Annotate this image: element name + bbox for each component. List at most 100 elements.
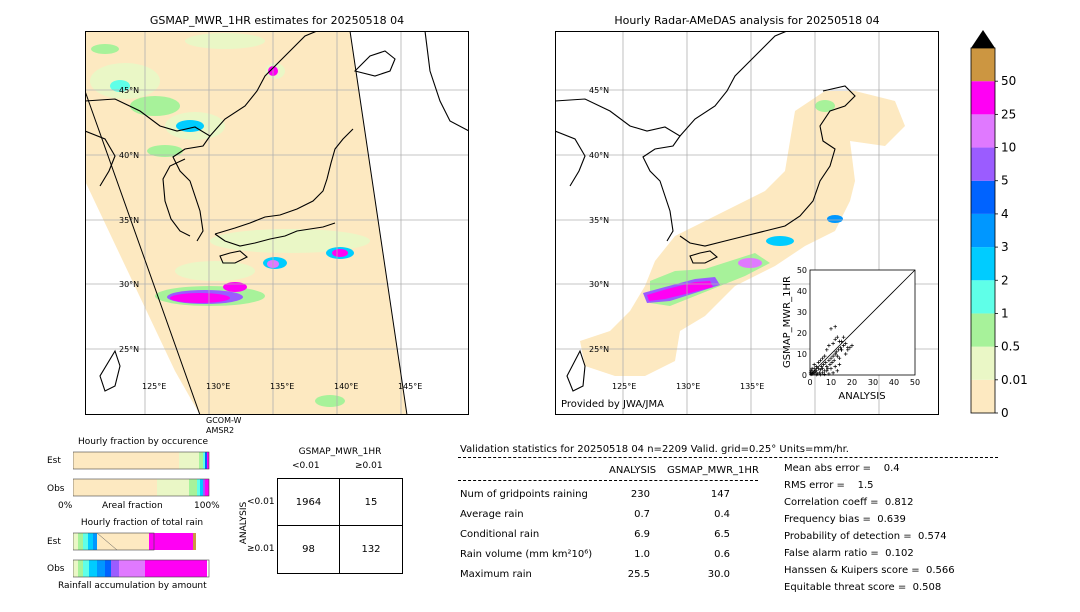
colorbar-tick-label: 5 bbox=[1001, 174, 1009, 188]
contingency-grid: 1964 15 98 132 bbox=[277, 478, 403, 574]
stat-label-2: Conditional rain bbox=[460, 529, 540, 540]
scatter-point bbox=[831, 354, 835, 358]
contingency-row-ge: ≥0.01 bbox=[247, 544, 275, 554]
stat-gsmap-3: 0.6 bbox=[714, 549, 730, 560]
scatter-point bbox=[831, 341, 835, 346]
occurrence-obs-label: Obs bbox=[47, 484, 65, 494]
colorbar-tick-label: 10 bbox=[1001, 141, 1016, 155]
occurrence-est-bar bbox=[73, 451, 210, 470]
colorbar-cell bbox=[971, 280, 995, 314]
scatter-point bbox=[822, 372, 827, 377]
stat-analysis-4: 25.5 bbox=[627, 569, 650, 580]
scatter-point bbox=[835, 354, 840, 358]
right-lat-25: 25°N bbox=[589, 345, 609, 354]
score-5: False alarm ratio = 0.102 bbox=[784, 548, 914, 559]
scatter-point bbox=[821, 362, 826, 367]
scatter-xtick-10: 10 bbox=[826, 378, 836, 387]
scatter-point bbox=[837, 356, 842, 360]
scatter-point bbox=[835, 335, 840, 339]
total-rain-title: Hourly fraction of total rain bbox=[80, 518, 204, 528]
score-4: Probability of detection = 0.574 bbox=[784, 531, 947, 542]
stat-analysis-2: 6.9 bbox=[634, 529, 650, 540]
occurrence-bars bbox=[73, 451, 210, 497]
validation-header-rule bbox=[458, 457, 998, 458]
occurrence-axis-right: 100% bbox=[194, 501, 220, 511]
scatter-ytick-50: 50 bbox=[797, 266, 807, 275]
total-rain-est-bar bbox=[73, 532, 209, 551]
scatter-point bbox=[825, 369, 829, 373]
right-lat-30: 30°N bbox=[589, 280, 609, 289]
scatter-point bbox=[818, 372, 823, 377]
scatter-point bbox=[843, 341, 848, 346]
colorbar-cell bbox=[971, 379, 995, 413]
scatter-point bbox=[820, 371, 825, 375]
total-rain-est-label: Est bbox=[47, 537, 61, 547]
validation-col-analysis: ANALYSIS bbox=[609, 465, 657, 476]
scatter-ytick-10: 10 bbox=[797, 350, 807, 359]
right-coastline bbox=[555, 31, 856, 392]
colorbar-tick-label: 1 bbox=[1001, 306, 1009, 320]
stat-analysis-0: 230 bbox=[630, 489, 650, 500]
colorbar-cell bbox=[971, 147, 995, 181]
scatter-point bbox=[843, 352, 848, 356]
scatter-point bbox=[850, 343, 854, 348]
scatter-point bbox=[830, 360, 834, 365]
scatter-xtick-0: 0 bbox=[807, 378, 812, 387]
left-lon-140: 140°E bbox=[334, 382, 358, 391]
scatter-point bbox=[822, 354, 827, 358]
scatter-point bbox=[809, 369, 813, 373]
scatter-point bbox=[818, 367, 823, 372]
left-lat-40: 40°N bbox=[119, 151, 139, 160]
contingency-cell-2: 15 bbox=[364, 497, 378, 508]
scatter-point bbox=[831, 371, 835, 375]
validation-col-gsmap: GSMAP_MWR_1HR bbox=[667, 465, 759, 476]
scatter-point bbox=[833, 364, 837, 369]
right-coverage bbox=[580, 91, 905, 376]
left-gridlines bbox=[85, 31, 469, 415]
occurrence-title: Hourly fraction by occurence bbox=[77, 437, 209, 447]
scatter-point bbox=[827, 372, 831, 376]
scatter-point bbox=[838, 345, 843, 350]
stat-gsmap-4: 30.0 bbox=[707, 569, 730, 580]
left-coastline bbox=[85, 31, 469, 392]
stat-gsmap-1: 0.4 bbox=[714, 509, 730, 520]
scatter-point bbox=[839, 348, 844, 352]
occurrence-axis-mid: Areal fraction bbox=[102, 501, 163, 511]
colorbar-cell bbox=[971, 114, 995, 148]
validation-header: Validation statistics for 20250518 04 n=… bbox=[460, 444, 849, 455]
sensor-label-2: AMSR2 bbox=[206, 426, 235, 435]
colorbar-cell bbox=[971, 313, 995, 347]
left-lat-30: 30°N bbox=[119, 280, 139, 289]
scatter-point bbox=[833, 337, 837, 342]
scatter-point bbox=[836, 348, 841, 352]
colorbar-extend-arrow bbox=[971, 30, 995, 48]
scatter-point bbox=[827, 358, 831, 363]
scatter-point bbox=[826, 366, 830, 371]
colorbar-tick-label: 4 bbox=[1001, 207, 1009, 221]
stat-label-0: Num of gridpoints raining bbox=[460, 489, 588, 500]
right-lat-45: 45°N bbox=[589, 86, 609, 95]
left-lat-45: 45°N bbox=[119, 86, 139, 95]
scatter-xlabel: ANALYSIS bbox=[838, 391, 885, 402]
stat-gsmap-2: 6.5 bbox=[714, 529, 730, 540]
scatter-ytick-30: 30 bbox=[797, 308, 807, 317]
scatter-xtick-50: 50 bbox=[910, 378, 920, 387]
scatter-point bbox=[814, 364, 819, 369]
occurrence-est-label: Est bbox=[47, 456, 61, 466]
colorbar-tick-label: 3 bbox=[1001, 240, 1009, 254]
contingency-row-lt: <0.01 bbox=[247, 497, 275, 507]
scatter-point bbox=[841, 343, 846, 348]
colorbar-tick-label: 0.5 bbox=[1001, 340, 1020, 354]
right-map-title: Hourly Radar-AMeDAS analysis for 2025051… bbox=[614, 14, 880, 27]
score-2: Correlation coeff = 0.812 bbox=[784, 497, 914, 508]
colorbar: 0 0.01 0.5 1 2 3 4 5 10 25 50 bbox=[970, 30, 1028, 420]
stat-label-1: Average rain bbox=[460, 509, 524, 520]
score-7: Equitable threat score = 0.508 bbox=[784, 582, 942, 593]
stat-analysis-3: 1.0 bbox=[634, 549, 650, 560]
scatter-xtick-30: 30 bbox=[868, 378, 878, 387]
contingency-cell-4: 132 bbox=[361, 544, 381, 555]
colorbar-cell bbox=[971, 346, 995, 380]
contingency-cell-1: 1964 bbox=[295, 497, 322, 508]
scatter-point bbox=[820, 356, 825, 360]
occurrence-obs-bar bbox=[73, 478, 210, 497]
